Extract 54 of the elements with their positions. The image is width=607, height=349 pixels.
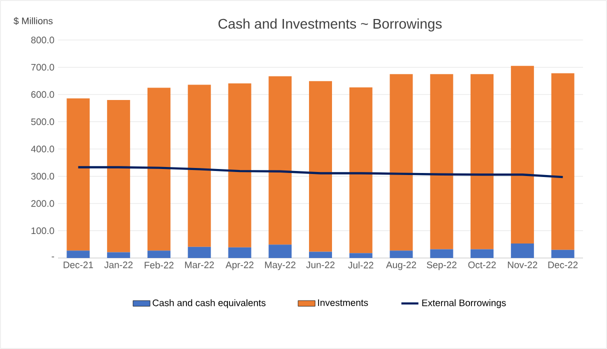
x-tick-label: Dec-21 [64, 262, 93, 268]
x-tick-label: Jul-22 [348, 262, 374, 268]
chart-title: Cash and Investments ~ Borrowings [218, 18, 442, 32]
bar [309, 81, 332, 252]
x-tick-label: Jun-22 [306, 262, 335, 268]
bar [430, 249, 454, 258]
x-tick-label: Dec-22 [548, 262, 578, 268]
y-tick-label: 400.0 [31, 146, 54, 152]
y-tick-label: 100.0 [32, 227, 54, 234]
bar [228, 83, 252, 248]
y-tick-label: - [52, 256, 54, 258]
x-tick-label: May-22 [265, 262, 296, 270]
x-tick-label: Mar-22 [185, 262, 214, 268]
bar [510, 66, 534, 244]
y-tick-label: 500.0 [31, 118, 54, 126]
bar [147, 88, 170, 251]
y-tick-label: 700.0 [31, 64, 54, 71]
bar [551, 73, 574, 250]
bar [551, 250, 574, 258]
y-tick-label: 200.0 [31, 200, 54, 207]
x-tick-label: Feb-22 [144, 262, 174, 268]
bar [390, 250, 413, 258]
bar [470, 249, 494, 258]
legend-label: Investments [318, 299, 368, 306]
x-tick-label: Oct-22 [468, 262, 496, 268]
bar [228, 247, 252, 258]
bar [66, 250, 90, 258]
bar [349, 253, 372, 258]
line-series [77, 166, 564, 178]
bar [430, 74, 454, 250]
x-tick-label: Nov-22 [508, 262, 538, 268]
bar [66, 98, 90, 251]
y-tick-label: 300.0 [31, 172, 54, 180]
x-tick-label: Jan-22 [104, 262, 133, 268]
bar [309, 252, 332, 258]
bar [107, 100, 130, 252]
x-tick-label: Sep-22 [426, 262, 456, 270]
x-tick-label: Aug-22 [386, 262, 416, 270]
y-tick-label: 600.0 [31, 91, 54, 98]
y-axis-title: $ Millions [14, 17, 53, 25]
bar [510, 244, 534, 258]
bar [268, 244, 292, 258]
y-tick-label: 800.0 [31, 36, 54, 44]
x-tick-label: Apr-22 [226, 262, 254, 270]
bar [188, 84, 211, 247]
bar [349, 87, 372, 254]
bar [147, 250, 170, 258]
bar [268, 76, 292, 245]
bar [390, 74, 413, 251]
bar [188, 246, 211, 258]
bar [470, 74, 494, 250]
legend-label: Cash and cash equivalents [152, 299, 266, 308]
legend-label: External Borrowings [422, 299, 506, 308]
bar [107, 252, 130, 258]
